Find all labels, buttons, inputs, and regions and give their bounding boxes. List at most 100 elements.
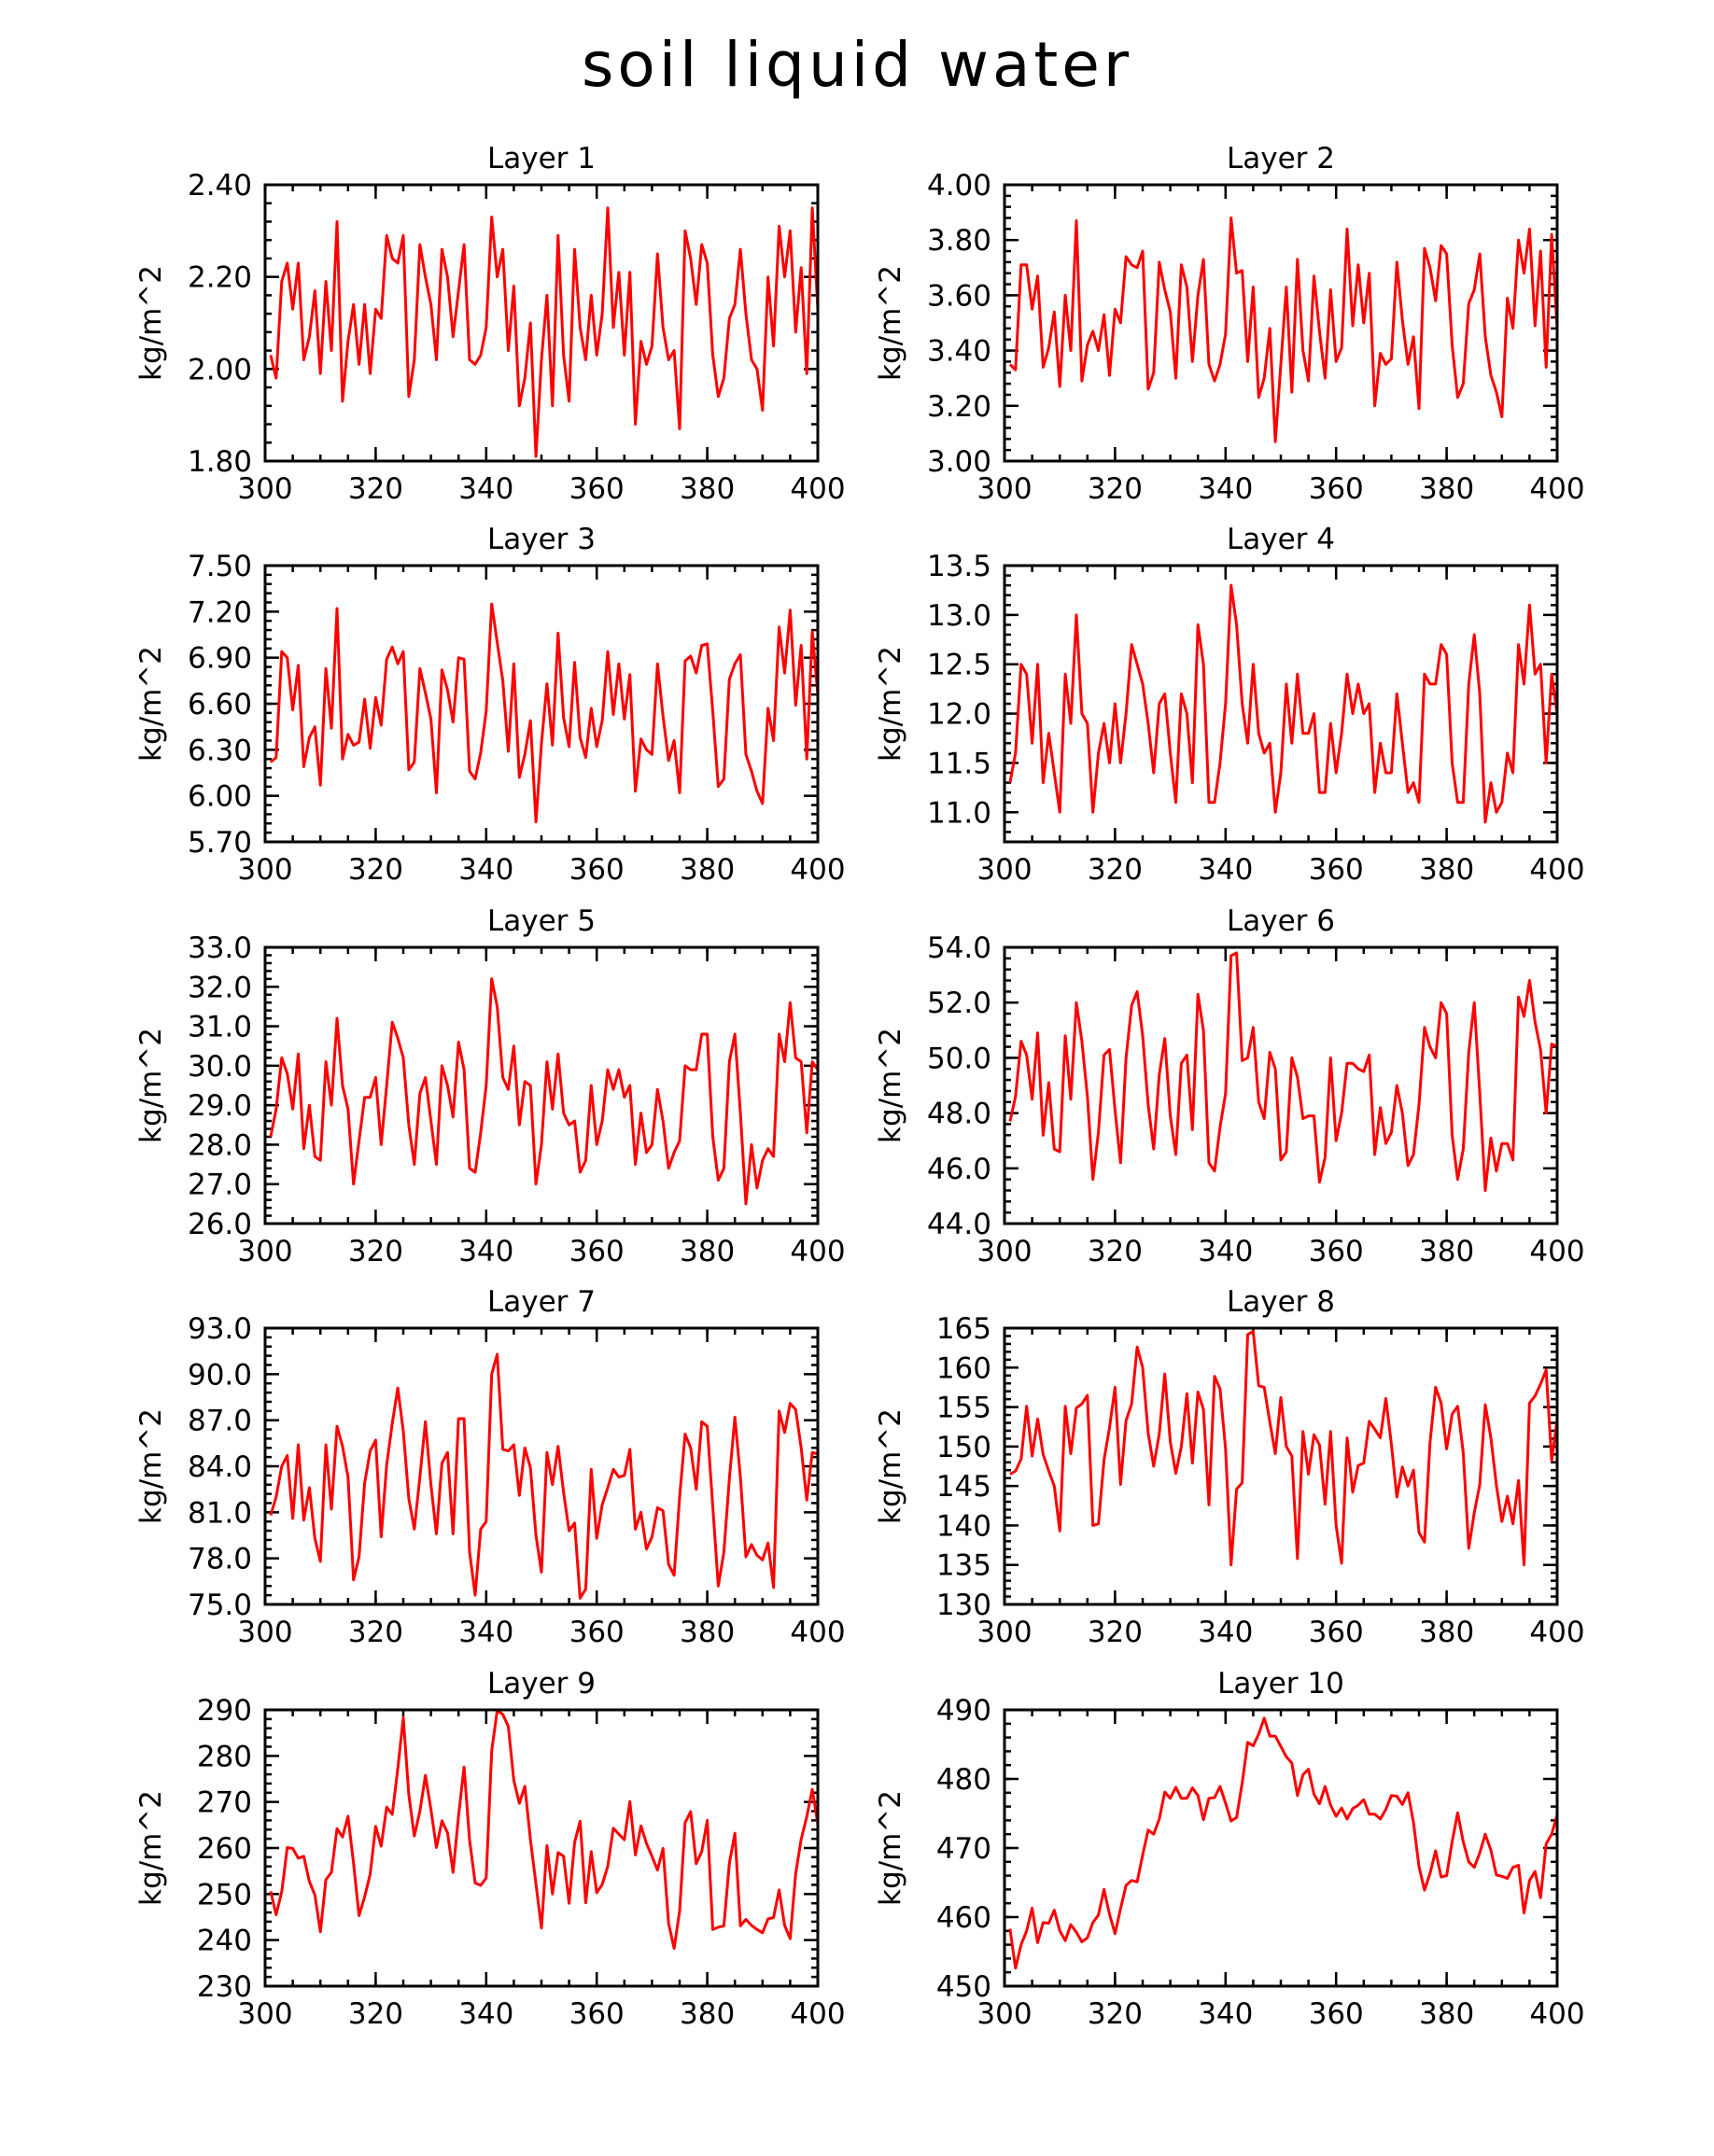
x-tick-label: 400 [1529,1997,1584,2031]
series-line [1008,1716,1559,1970]
x-tick-label: 340 [458,853,513,887]
x-tick-label: 360 [1309,853,1364,887]
panel-title: Layer 1 [487,142,596,175]
y-tick-label: 130 [936,1589,991,1622]
y-tick-label: 29.0 [188,1089,252,1123]
x-tick-label: 320 [1088,1616,1143,1649]
x-tick-label: 380 [680,853,735,887]
plot-frame [1003,945,1559,1225]
y-tick-label: 50.0 [927,1042,991,1075]
series-line [269,1352,819,1600]
y-tick-label: 6.90 [188,642,252,676]
y-tick-label: 2.20 [188,261,252,295]
panel-title: Layer 2 [1227,142,1335,175]
x-tick-label: 380 [1419,1616,1474,1649]
x-tick-label: 340 [1198,853,1253,887]
x-tick-label: 340 [458,1997,513,2031]
y-tick-label: 3.80 [927,224,991,258]
x-tick-label: 400 [790,1997,845,2031]
plot-frame [263,1708,820,1988]
y-tick-label: 12.0 [927,698,991,732]
x-tick-label: 360 [1309,1616,1364,1649]
plot-frame [1003,564,1559,844]
y-axis-label: kg/m^2 [874,1028,907,1143]
y-tick-label: 28.0 [188,1128,252,1162]
plot-frame [263,945,820,1225]
x-tick-label: 360 [569,472,625,506]
y-tick-label: 5.70 [188,826,252,860]
x-tick-label: 360 [569,1235,625,1268]
plot-frame [1003,1708,1559,1988]
y-tick-label: 6.60 [188,688,252,721]
panel-4: 300 320 340 360 380 400 11.0 11.5 12.0 12.5 13.0 13… [874,523,1585,887]
x-tick-label: 320 [348,1616,403,1649]
x-tick-label: 320 [1088,1235,1143,1268]
y-tick-label: 280 [197,1740,252,1773]
panel-6: 300 320 340 360 380 400 44.0 46.0 48.0 50.0 52.0 54… [874,904,1585,1268]
y-tick-label: 270 [197,1786,252,1820]
y-tick-label: 33.0 [188,931,252,965]
y-tick-label: 480 [936,1763,991,1797]
plot-frame [263,183,820,463]
series-line [1008,583,1559,824]
x-tick-label: 300 [976,1616,1032,1649]
y-tick-label: 81.0 [188,1496,252,1530]
y-tick-label: 155 [936,1392,991,1425]
panel-5: 300 320 340 360 380 400 26.0 27.0 28.0 29.0 30.0 31… [134,904,846,1268]
y-axis-label: kg/m^2 [874,1408,907,1524]
x-tick-label: 320 [348,472,403,506]
x-tick-label: 380 [1419,1997,1474,2031]
y-tick-label: 145 [936,1470,991,1504]
y-axis-label: kg/m^2 [134,1790,168,1906]
y-tick-label: 26.0 [188,1208,252,1241]
plot-frame [1003,1326,1559,1606]
x-tick-label: 380 [680,1616,735,1649]
y-tick-label: 3.60 [927,279,991,313]
panel-9: 300 320 340 360 380 400 230 240 250 260 270 280 290 L… [134,1667,846,2031]
series-line [269,206,820,458]
x-tick-label: 300 [976,472,1032,506]
y-tick-label: 135 [936,1549,991,1583]
panel-10: 300 320 340 360 380 400 450 460 470 480 490 Layer 1… [874,1667,1585,2031]
y-tick-label: 240 [197,1925,252,1958]
y-axis-label: kg/m^2 [874,265,907,381]
y-tick-label: 470 [936,1832,991,1866]
x-tick-label: 340 [1198,1616,1253,1649]
y-tick-label: 84.0 [188,1450,252,1484]
y-tick-label: 450 [936,1970,991,2004]
y-tick-label: 4.00 [927,169,991,203]
y-axis-label: kg/m^2 [874,646,907,762]
x-tick-label: 300 [237,472,292,506]
y-tick-label: 30.0 [188,1050,252,1084]
y-tick-label: 490 [936,1694,991,1728]
x-tick-label: 340 [458,1235,513,1268]
x-tick-label: 300 [976,1997,1032,2031]
y-axis-label: kg/m^2 [134,1408,168,1524]
series-line [269,977,820,1206]
panel-title: Layer 3 [487,523,596,556]
x-tick-label: 400 [790,472,845,506]
panel-3: 300 320 340 360 380 400 5.70 6.00 6.30 6.60 6.90 7.… [134,523,846,887]
y-tick-label: 140 [936,1509,991,1543]
x-tick-label: 300 [976,1235,1032,1268]
y-tick-label: 44.0 [927,1208,991,1241]
x-tick-label: 340 [458,1616,513,1649]
panel-title: Layer 8 [1227,1285,1335,1319]
y-tick-label: 11.5 [927,747,991,780]
y-tick-label: 160 [936,1351,991,1385]
x-tick-label: 320 [348,1997,403,2031]
x-tick-label: 360 [1309,1997,1364,2031]
plot-frame [263,564,820,844]
y-tick-label: 6.30 [188,734,252,767]
panel-1: 300 320 340 360 380 400 1.80 2.00 2.20 2.40 Layer … [134,142,846,506]
figure-title: soil liquid water [582,29,1132,101]
x-tick-label: 340 [1198,1997,1253,2031]
y-tick-label: 460 [936,1901,991,1935]
y-tick-label: 3.00 [927,445,991,479]
x-tick-label: 340 [1198,1235,1253,1268]
y-tick-label: 2.00 [188,353,252,386]
x-tick-label: 380 [1419,472,1474,506]
x-tick-label: 320 [1088,472,1143,506]
y-tick-label: 48.0 [927,1098,991,1131]
y-tick-label: 250 [197,1878,252,1911]
